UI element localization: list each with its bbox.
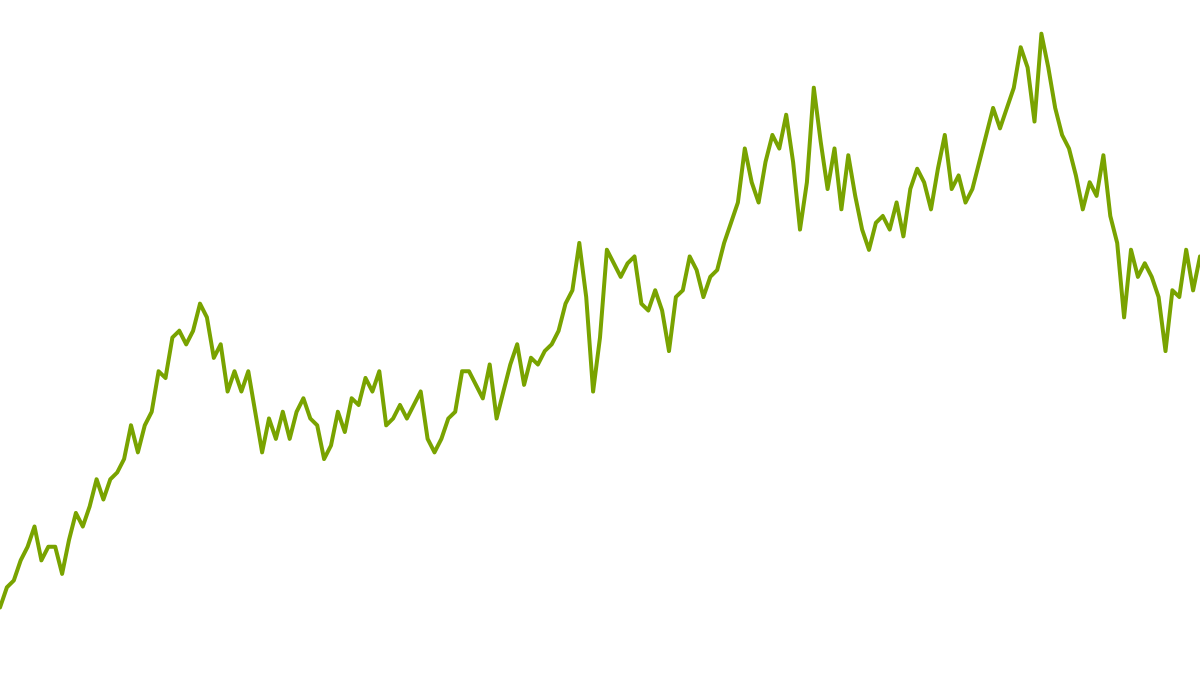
series-layer bbox=[0, 31, 1200, 610]
series-line-0 bbox=[0, 31, 1200, 610]
